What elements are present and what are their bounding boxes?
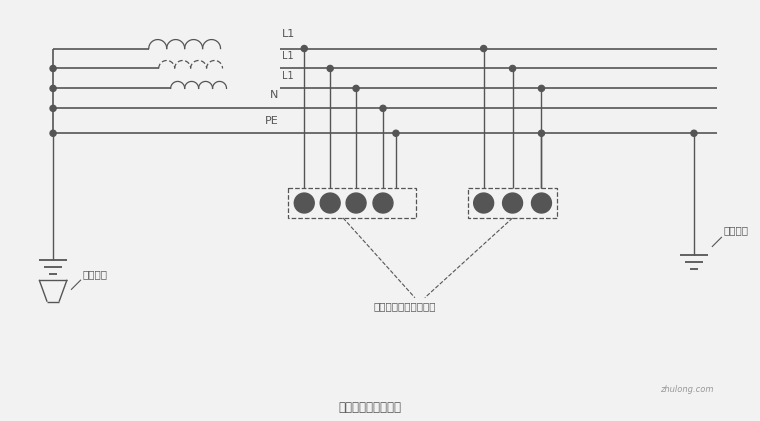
Circle shape	[50, 130, 56, 136]
Circle shape	[353, 85, 359, 92]
Circle shape	[327, 65, 334, 72]
Circle shape	[346, 193, 366, 213]
Circle shape	[473, 193, 494, 213]
Circle shape	[691, 130, 697, 136]
Text: zhulong.com: zhulong.com	[660, 385, 714, 394]
Circle shape	[509, 65, 516, 72]
Circle shape	[294, 193, 314, 213]
Text: 重复接地: 重复接地	[724, 225, 749, 235]
Bar	[467, 188, 557, 218]
Circle shape	[502, 193, 523, 213]
Bar	[288, 188, 416, 218]
Text: 工作接地: 工作接地	[83, 269, 108, 279]
Text: L1: L1	[282, 72, 294, 81]
Circle shape	[538, 85, 545, 92]
Text: L1: L1	[282, 29, 296, 39]
Circle shape	[320, 193, 340, 213]
Circle shape	[538, 130, 545, 136]
Circle shape	[393, 130, 399, 136]
Text: 临时用电线路的型式: 临时用电线路的型式	[338, 401, 401, 414]
Circle shape	[531, 193, 552, 213]
Text: N: N	[270, 91, 278, 100]
Circle shape	[50, 65, 56, 72]
Text: 电器设备外露导电部分: 电器设备外露导电部分	[374, 302, 436, 312]
Circle shape	[50, 85, 56, 92]
Circle shape	[50, 105, 56, 112]
Text: PE: PE	[264, 116, 278, 126]
Circle shape	[373, 193, 393, 213]
Circle shape	[380, 105, 386, 112]
Text: L1: L1	[282, 51, 294, 61]
Circle shape	[301, 45, 308, 52]
Circle shape	[480, 45, 487, 52]
